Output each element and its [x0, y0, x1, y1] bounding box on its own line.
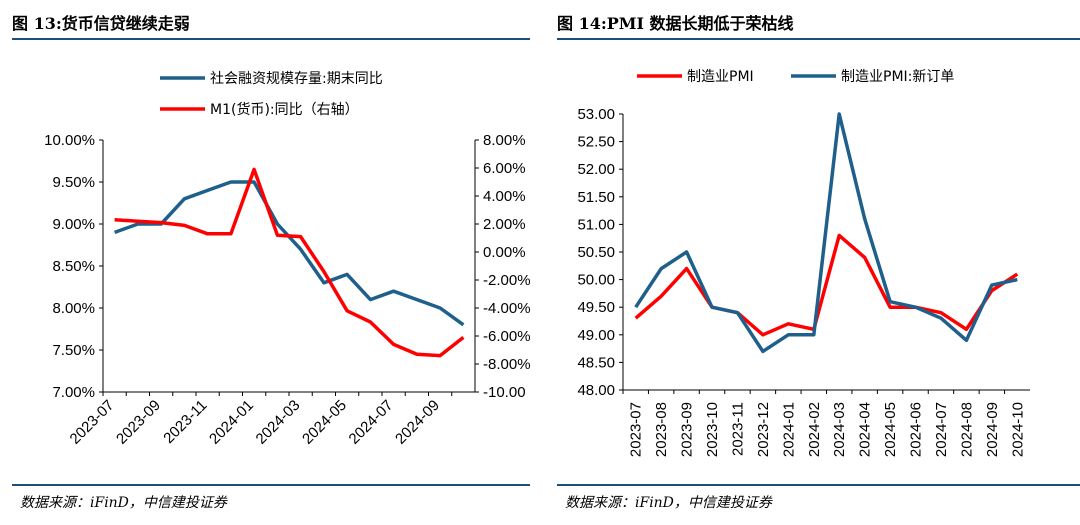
x-tick-label: 2023-10 [704, 402, 721, 457]
x-tick-label: 2024-02 [806, 402, 823, 457]
y-tick-label: 51.50 [577, 189, 615, 206]
left-chart: 7.00% 7.50% 8.00% 8.50% 9.00% 9.50% 10.00% -10.… [44, 71, 531, 448]
y-tick-label: 51.00 [577, 216, 615, 233]
panel-right: 图 14:PMI 数据长期低于荣枯线 48.00 48.50 49.00 49.50 5… [545, 0, 1080, 525]
source-note: 数据来源：iFinD，中信建投证券 [565, 495, 772, 511]
series-line-social-financing [114, 180, 465, 327]
series-line-pmi [634, 233, 1019, 337]
source-note: 数据来源：iFinD，中信建投证券 [20, 495, 227, 511]
x-tick-label: 2023-07 [66, 397, 117, 448]
y-left-tick-label: 7.50% [52, 342, 95, 359]
y-right-tick-label: 4.00% [483, 188, 526, 205]
x-tick-label: 2024-01 [206, 397, 257, 448]
legend-label: 社会融资规模存量:期末同比 [210, 71, 383, 87]
title-rule [12, 38, 530, 40]
panel-left: 图 13:货币信贷继续走弱 7.00% 7.50% 8.00% 8.50% 9.00% 9… [0, 0, 531, 525]
x-tick-label: 2024-10 [1009, 402, 1026, 457]
y-tick-label: 49.50 [577, 299, 615, 316]
right-chart: 48.00 48.50 49.00 49.50 50.00 50.50 51.00 51.50… [577, 69, 1030, 457]
chart-title: 图 13:货币信贷继续走弱 [12, 14, 190, 33]
y-tick-label: 50.00 [577, 272, 615, 289]
title-rule [557, 38, 1080, 40]
y-tick-label: 52.00 [577, 161, 615, 178]
x-tick-label: 2023-11 [729, 402, 746, 456]
x-tick-label: 2024-07 [933, 402, 950, 457]
y-right-tick-label: -6.00% [483, 328, 531, 345]
source-rule [557, 484, 1080, 486]
y-left-tick-label: 7.00% [52, 384, 95, 401]
y-tick-label: 48.00 [577, 382, 615, 399]
x-tick-label: 2024-04 [857, 402, 874, 457]
y-left-tick-label: 8.00% [52, 300, 95, 317]
y-left-tick-label: 9.50% [52, 174, 95, 191]
y-right-tick-label: 0.00% [483, 244, 526, 261]
series-line-m1 [114, 167, 465, 358]
x-tick-label: 2024-05 [882, 402, 899, 457]
y-right-tick-label: -2.00% [483, 272, 531, 289]
x-tick-label: 2023-09 [679, 402, 696, 457]
series-line-pmi-new-orders [634, 112, 1018, 354]
y-right-tick-label: -10.00 [483, 384, 526, 401]
chart-title: 图 14:PMI 数据长期低于荣枯线 [557, 14, 794, 33]
x-tick-label: 2023-08 [653, 402, 670, 457]
x-tick-label: 2024-09 [392, 397, 443, 448]
legend-label: 制造业PMI [687, 69, 754, 85]
y-tick-label: 52.50 [577, 134, 615, 151]
x-tick-label: 2023-09 [113, 397, 164, 448]
x-tick-label: 2023-12 [755, 402, 772, 457]
y-left-tick-label: 8.50% [52, 258, 95, 275]
x-tick-label: 2024-06 [908, 402, 925, 457]
x-tick-label: 2024-03 [252, 397, 303, 448]
x-tick-label: 2024-03 [831, 402, 848, 457]
legend-label: M1(货币):同比（右轴） [210, 101, 359, 118]
y-tick-label: 50.50 [577, 244, 615, 261]
y-tick-label: 49.00 [577, 327, 615, 344]
y-right-tick-label: 2.00% [483, 216, 526, 233]
x-tick-label: 2024-05 [299, 397, 350, 448]
x-tick-label: 2024-08 [958, 402, 975, 457]
y-right-tick-label: 6.00% [483, 160, 526, 177]
y-tick-label: 48.50 [577, 354, 615, 371]
y-left-tick-label: 10.00% [44, 132, 95, 149]
x-tick-label: 2023-11 [160, 397, 210, 447]
y-right-tick-label: -8.00% [483, 356, 531, 373]
y-left-tick-label: 9.00% [52, 216, 95, 233]
x-tick-label: 2024-01 [780, 402, 797, 457]
x-tick-label: 2024-07 [345, 397, 396, 448]
y-right-tick-label: 8.00% [483, 132, 526, 149]
source-rule [12, 484, 530, 486]
x-tick-label: 2023-07 [628, 402, 645, 457]
y-tick-label: 53.00 [577, 106, 615, 123]
x-tick-label: 2024-09 [984, 402, 1001, 457]
y-right-tick-label: -4.00% [483, 300, 531, 317]
legend-label: 制造业PMI:新订单 [841, 69, 954, 85]
